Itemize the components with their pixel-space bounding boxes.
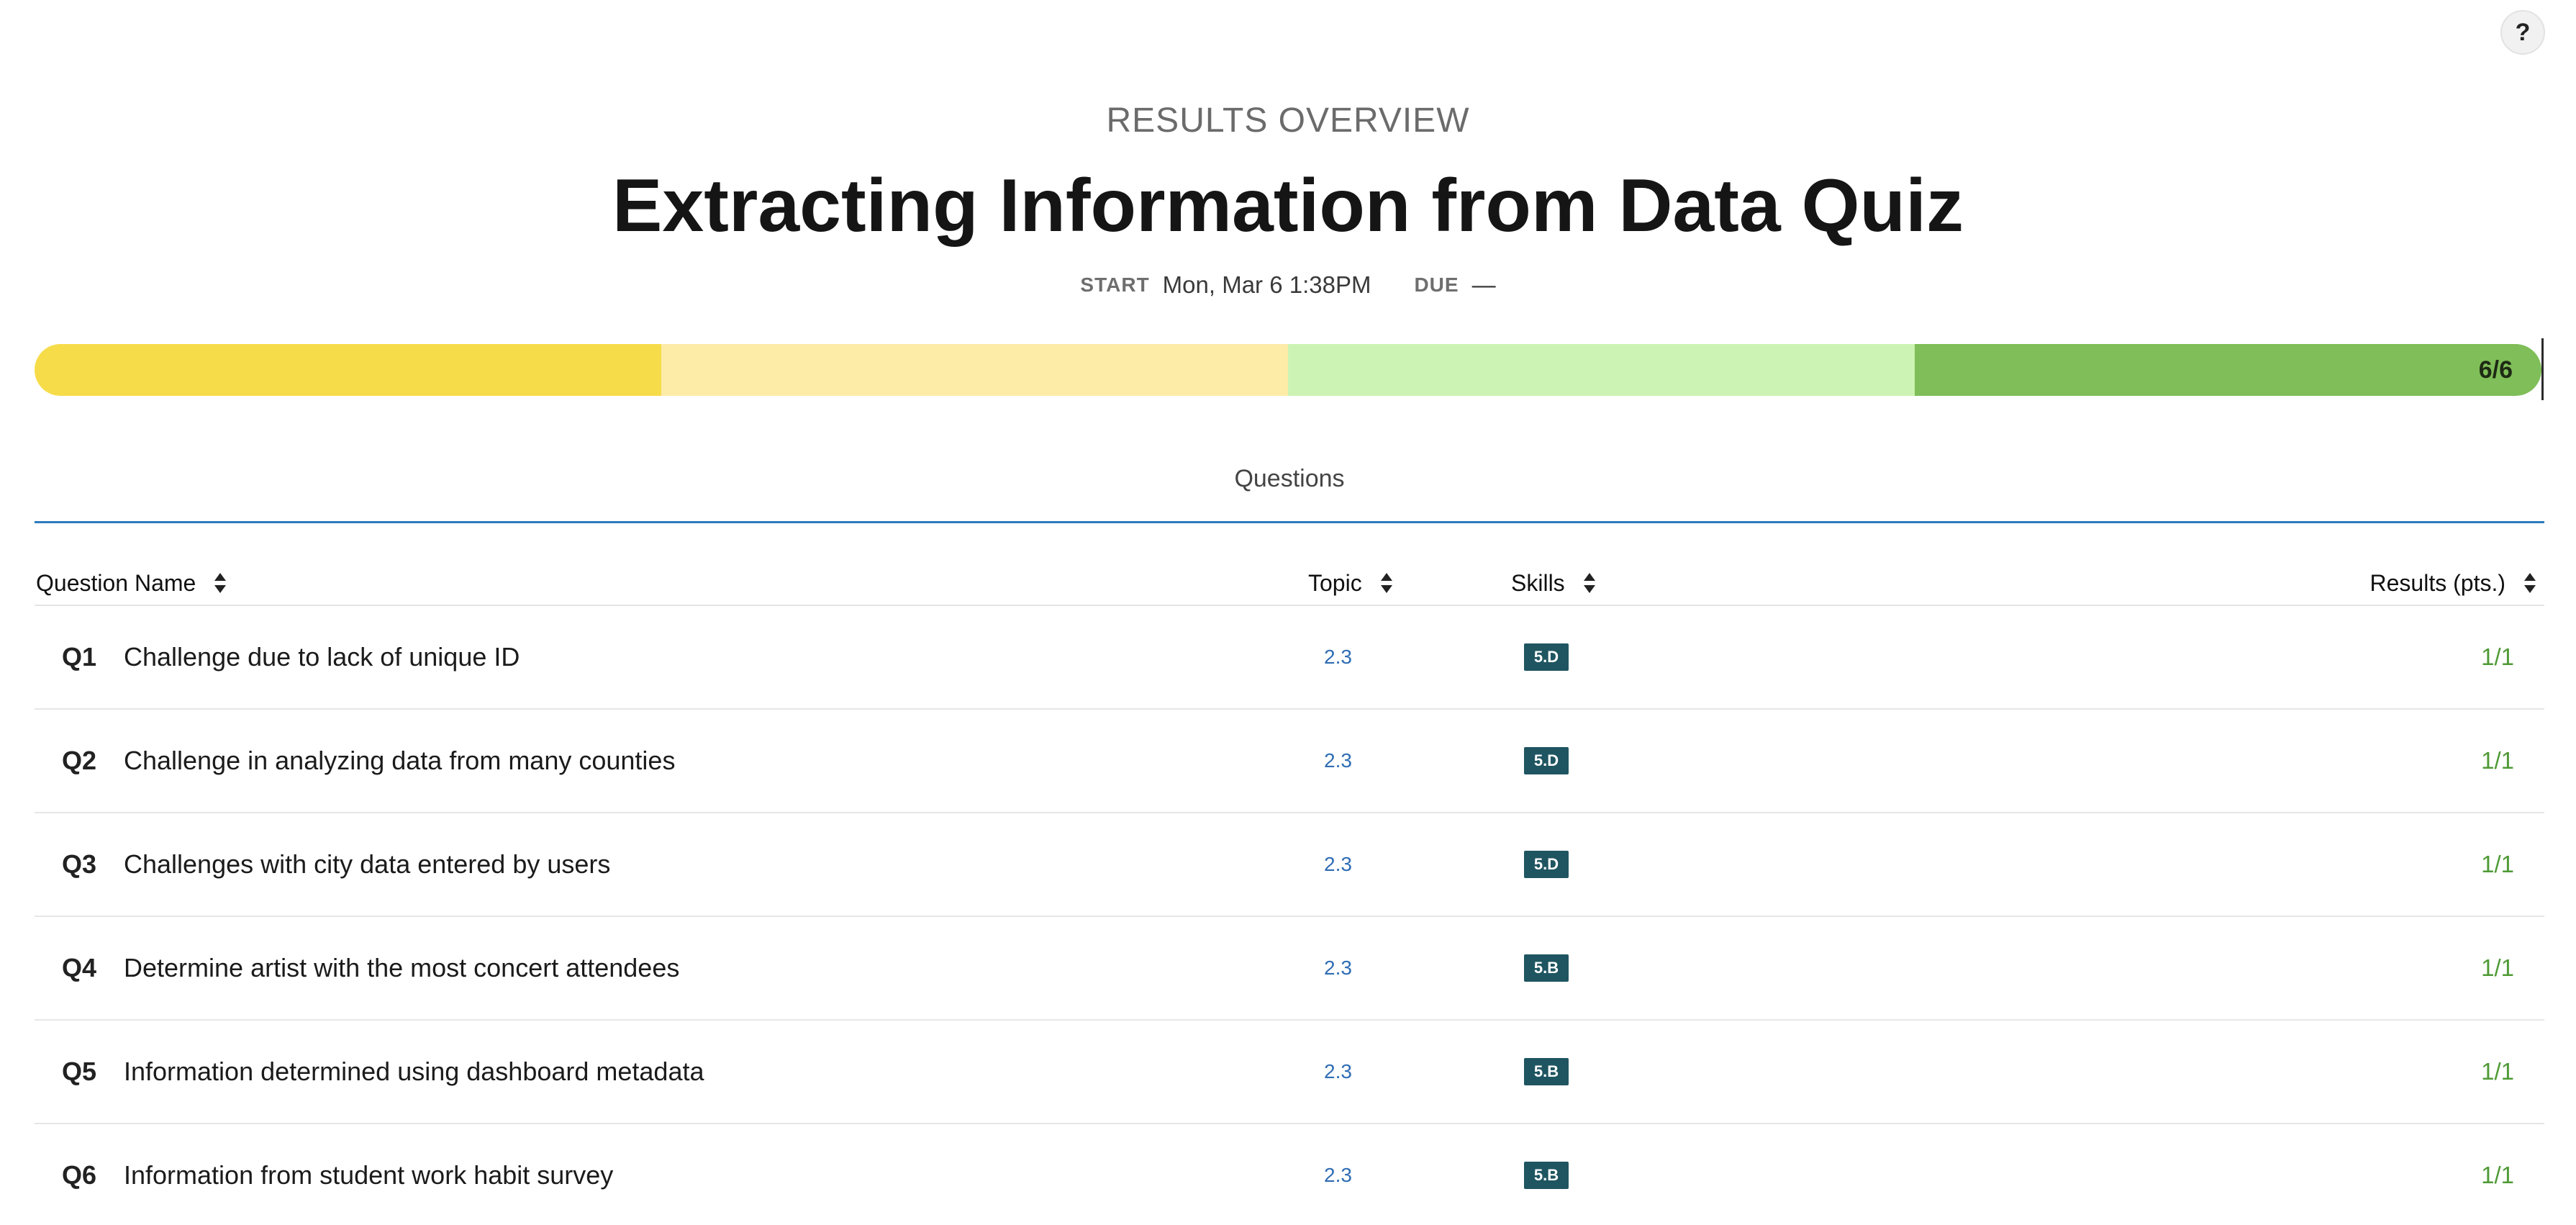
page-title: Extracting Information from Data Quiz bbox=[612, 164, 1964, 248]
progress-segment-1 bbox=[35, 344, 661, 396]
page-eyebrow: RESULTS OVERVIEW bbox=[1106, 101, 1470, 140]
due-label: DUE bbox=[1414, 274, 1459, 296]
header: RESULTS OVERVIEW Extracting Information … bbox=[0, 94, 2576, 301]
due-value: — bbox=[1471, 271, 1496, 298]
topic-link[interactable]: 2.3 bbox=[1324, 1164, 1352, 1186]
question-number: Q6 bbox=[62, 1160, 97, 1190]
sort-icon bbox=[2524, 573, 2536, 593]
tab-bar: Questions bbox=[35, 453, 2544, 523]
column-label: Question Name bbox=[36, 570, 196, 596]
topic-link[interactable]: 2.3 bbox=[1324, 646, 1352, 668]
progress-marker bbox=[2541, 338, 2544, 400]
column-label: Skills bbox=[1511, 570, 1565, 596]
progress-segment-3 bbox=[1288, 344, 1915, 396]
topic-link[interactable]: 2.3 bbox=[1324, 749, 1352, 772]
sort-icon bbox=[1380, 573, 1392, 593]
table-row[interactable]: Q1 Challenge due to lack of unique ID 2.… bbox=[35, 606, 2544, 710]
question-result: 1/1 bbox=[2481, 851, 2514, 877]
question-result: 1/1 bbox=[2481, 643, 2514, 670]
tab-questions[interactable]: Questions bbox=[1234, 465, 1345, 492]
question-number: Q5 bbox=[62, 1057, 97, 1086]
skill-badge: 5.B bbox=[1524, 954, 1569, 982]
column-header-skills[interactable]: Skills bbox=[1511, 554, 1595, 612]
skill-badge: 5.D bbox=[1524, 747, 1569, 774]
sort-icon bbox=[214, 573, 227, 593]
table-row[interactable]: Q6 Information from student work habit s… bbox=[35, 1124, 2544, 1225]
question-number: Q2 bbox=[62, 746, 97, 775]
table-header: Question Name Topic Skills Results (pts.… bbox=[35, 554, 2544, 606]
assignment-dates: START Mon, Mar 6 1:38PM DUE — bbox=[0, 269, 2576, 301]
column-header-results[interactable]: Results (pts.) bbox=[2370, 554, 2536, 612]
question-name[interactable]: Information from student work habit surv… bbox=[124, 1160, 614, 1190]
column-label: Results (pts.) bbox=[2369, 570, 2505, 596]
question-number: Q4 bbox=[62, 953, 97, 982]
table-row[interactable]: Q3 Challenges with city data entered by … bbox=[35, 813, 2544, 917]
topic-link[interactable]: 2.3 bbox=[1324, 1060, 1352, 1082]
skill-badge: 5.B bbox=[1524, 1162, 1569, 1189]
question-result: 1/1 bbox=[2481, 1162, 2514, 1188]
help-icon: ? bbox=[2515, 18, 2531, 46]
column-header-question-name[interactable]: Question Name bbox=[36, 554, 227, 612]
question-result: 1/1 bbox=[2481, 954, 2514, 981]
start-value: Mon, Mar 6 1:38PM bbox=[1162, 271, 1371, 298]
question-result: 1/1 bbox=[2481, 1058, 2514, 1085]
start-label: START bbox=[1080, 274, 1150, 296]
topic-link[interactable]: 2.3 bbox=[1324, 853, 1352, 875]
question-result: 1/1 bbox=[2481, 747, 2514, 774]
skill-badge: 5.D bbox=[1524, 643, 1569, 671]
question-number: Q1 bbox=[62, 642, 97, 672]
table-row[interactable]: Q4 Determine artist with the most concer… bbox=[35, 917, 2544, 1021]
progress-segment-2 bbox=[661, 344, 1288, 396]
column-label: Topic bbox=[1308, 570, 1362, 596]
question-name[interactable]: Challenge due to lack of unique ID bbox=[124, 642, 520, 672]
table-row[interactable]: Q5 Information determined using dashboar… bbox=[35, 1021, 2544, 1124]
score-progress-bar: 6/6 bbox=[35, 344, 2541, 396]
table-row[interactable]: Q2 Challenge in analyzing data from many… bbox=[35, 710, 2544, 813]
question-name[interactable]: Information determined using dashboard m… bbox=[124, 1057, 704, 1086]
question-name[interactable]: Challenge in analyzing data from many co… bbox=[124, 746, 676, 775]
skill-badge: 5.B bbox=[1524, 1058, 1569, 1085]
column-header-topic[interactable]: Topic bbox=[1308, 554, 1392, 612]
progress-segment-4 bbox=[1915, 344, 2541, 396]
question-name[interactable]: Determine artist with the most concert a… bbox=[124, 953, 680, 982]
topic-link[interactable]: 2.3 bbox=[1324, 957, 1352, 979]
question-name[interactable]: Challenges with city data entered by use… bbox=[124, 849, 611, 879]
questions-table: Question Name Topic Skills Results (pts.… bbox=[35, 554, 2544, 1225]
sort-icon bbox=[1583, 573, 1595, 593]
help-button[interactable]: ? bbox=[2500, 10, 2545, 55]
skill-badge: 5.D bbox=[1524, 851, 1569, 878]
score-label: 6/6 bbox=[2478, 356, 2513, 384]
question-number: Q3 bbox=[62, 849, 97, 879]
